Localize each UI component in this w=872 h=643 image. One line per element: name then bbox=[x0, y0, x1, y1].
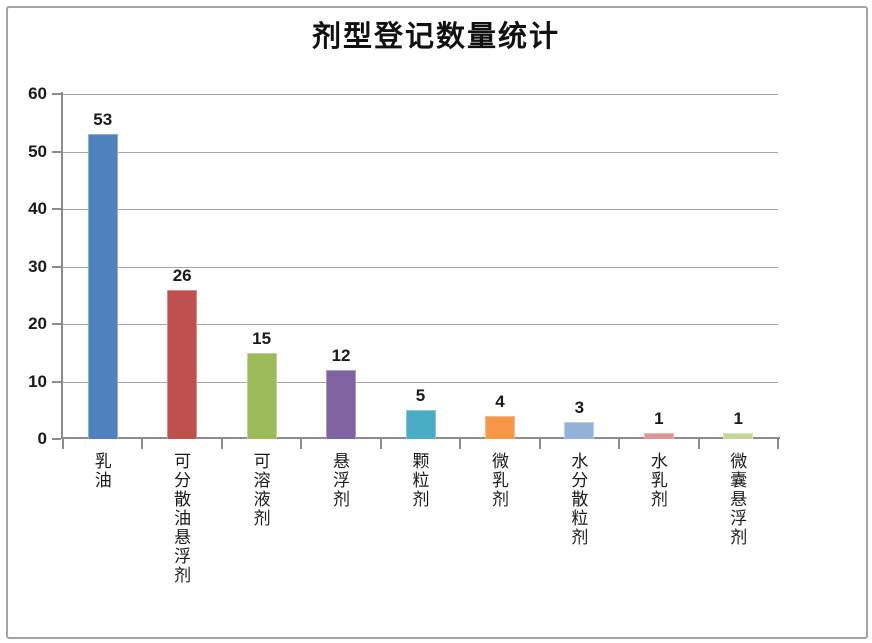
x-tick-mark-2 bbox=[220, 439, 223, 449]
bar-value-label: 1 bbox=[654, 409, 664, 429]
chart-title: 剂型登记数量统计 bbox=[311, 21, 560, 53]
gridline-20 bbox=[63, 324, 778, 325]
x-tick-mark-1 bbox=[141, 439, 144, 449]
gridline-60 bbox=[63, 94, 778, 95]
gridline-40 bbox=[63, 209, 778, 210]
x-tick-mark-3 bbox=[300, 439, 303, 449]
plot-area: 53 26 15 12 5 4 3 1 1 bbox=[63, 94, 778, 439]
x-tick-mark-8 bbox=[697, 439, 700, 449]
x-tick-mark-5 bbox=[459, 439, 462, 449]
y-tick-mark-20 bbox=[52, 323, 61, 325]
bar-value-label: 5 bbox=[415, 386, 426, 406]
x-category-label: 乳油 bbox=[91, 452, 111, 490]
bar-水分散粒剂 bbox=[564, 421, 595, 439]
y-tick-label-20: 20 bbox=[28, 314, 47, 333]
bar-可分散油悬浮剂 bbox=[167, 289, 198, 439]
y-tick-label-10: 10 bbox=[28, 371, 47, 391]
x-tick-mark-4 bbox=[379, 439, 382, 449]
x-category-label: 微乳剂 bbox=[488, 452, 508, 509]
x-tick-mark-6 bbox=[538, 439, 541, 449]
y-tick-mark-60 bbox=[52, 93, 61, 95]
bar-可溶液剂 bbox=[246, 352, 277, 439]
x-category-label: 可分散油悬浮剂 bbox=[171, 452, 191, 585]
y-axis-line bbox=[61, 92, 63, 439]
bar-value-label: 26 bbox=[172, 265, 192, 285]
y-tick-mark-40 bbox=[52, 208, 61, 210]
bar-水乳剂 bbox=[643, 433, 674, 439]
gridline-30 bbox=[63, 266, 778, 268]
bar-悬浮剂 bbox=[326, 370, 357, 439]
bar-value-label: 3 bbox=[574, 397, 585, 417]
bar-value-label: 53 bbox=[93, 110, 113, 130]
x-tick-mark-7 bbox=[618, 439, 621, 449]
x-category-label: 水分散粒剂 bbox=[568, 452, 588, 547]
x-category-label: 颗粒剂 bbox=[409, 452, 429, 509]
bar-value-label: 4 bbox=[495, 392, 505, 411]
x-category-label: 微囊悬浮剂 bbox=[727, 452, 747, 547]
bar-value-label: 15 bbox=[252, 328, 272, 348]
chart-border-frame bbox=[6, 6, 868, 639]
y-tick-label-0: 0 bbox=[37, 429, 47, 448]
bar-微囊悬浮剂 bbox=[723, 433, 754, 439]
x-category-label: 水乳剂 bbox=[647, 452, 667, 509]
bar-微乳剂 bbox=[484, 416, 515, 439]
bar-value-label: 12 bbox=[331, 346, 351, 365]
y-tick-mark-30 bbox=[52, 265, 61, 268]
gridline-50 bbox=[63, 151, 778, 153]
bar-乳油 bbox=[87, 134, 118, 439]
y-tick-label-30: 30 bbox=[28, 256, 47, 276]
y-tick-label-60: 60 bbox=[28, 84, 47, 103]
bar-颗粒剂 bbox=[405, 410, 436, 439]
x-tick-mark-9 bbox=[777, 439, 779, 449]
gridline-10 bbox=[63, 381, 778, 383]
x-tick-mark-0 bbox=[62, 439, 64, 449]
y-tick-mark-0 bbox=[52, 438, 61, 440]
x-category-label: 可溶液剂 bbox=[250, 452, 270, 528]
x-category-label: 悬浮剂 bbox=[330, 452, 350, 509]
y-tick-mark-50 bbox=[52, 150, 61, 153]
y-tick-label-40: 40 bbox=[28, 199, 47, 218]
y-tick-mark-10 bbox=[52, 380, 61, 383]
y-tick-label-50: 50 bbox=[28, 141, 47, 161]
bar-value-label: 1 bbox=[733, 409, 743, 429]
